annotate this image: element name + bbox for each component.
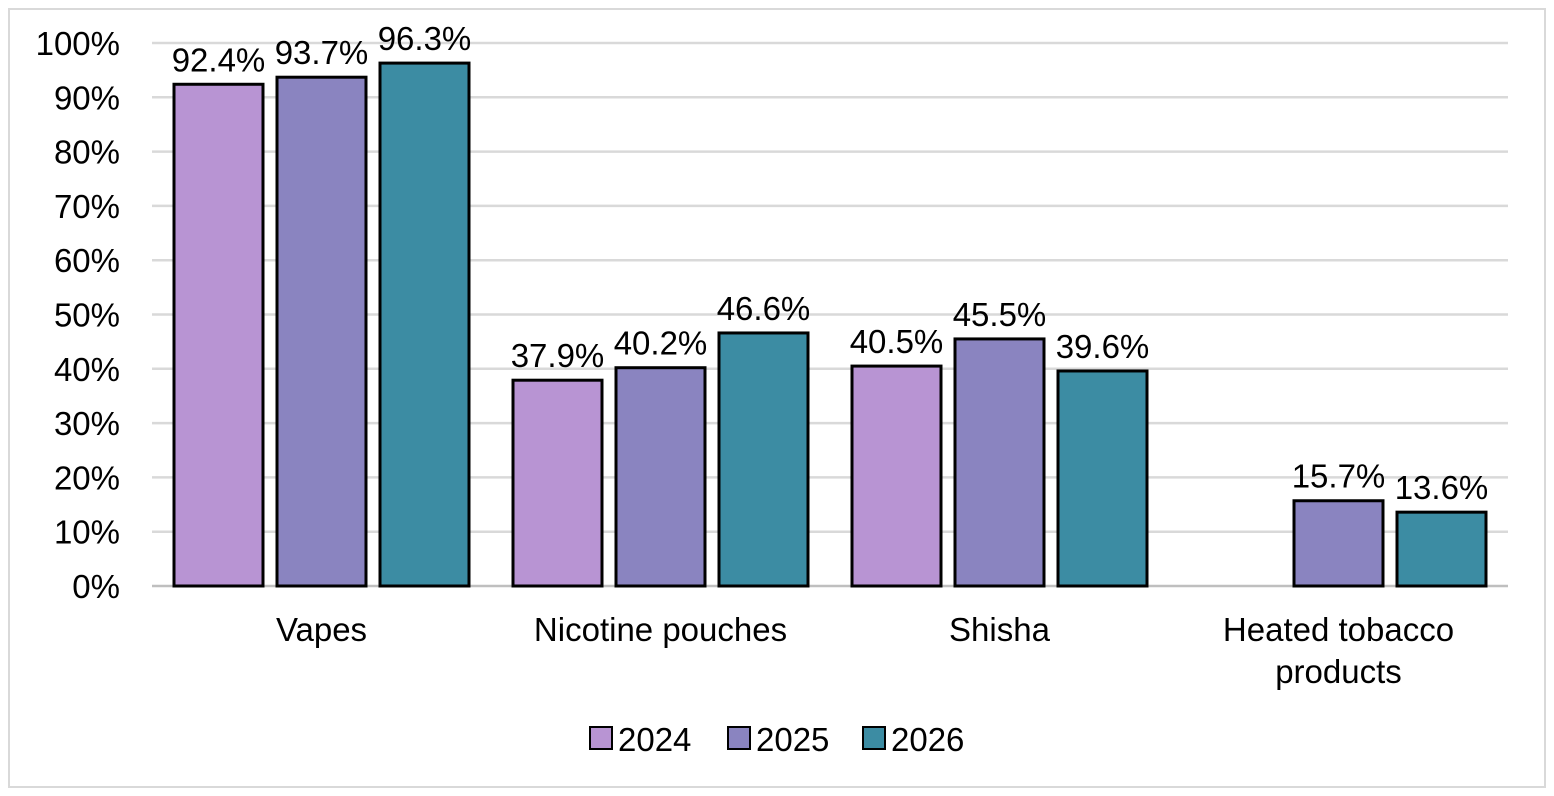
legend-label: 2025 — [756, 721, 829, 758]
bar-2024 — [511, 378, 604, 588]
legend-label: 2024 — [618, 721, 691, 758]
y-tick-label: 80% — [54, 134, 120, 171]
legend-swatch — [862, 726, 886, 750]
bars — [172, 61, 1488, 588]
y-tick-label: 50% — [54, 297, 120, 334]
data-label: 92.4% — [172, 41, 266, 78]
y-tick-label: 70% — [54, 188, 120, 225]
bar-2026 — [1395, 510, 1488, 588]
data-label: 45.5% — [953, 296, 1047, 333]
data-label: 15.7% — [1292, 458, 1386, 495]
data-labels: 92.4% 93.7% 96.3% 37.9% 40.2%46.6% 40.5%45.5%… — [172, 20, 1489, 506]
data-label: 40.2% — [614, 325, 708, 362]
legend-swatch — [589, 726, 613, 750]
y-tick-label: 90% — [54, 79, 120, 116]
data-label: 39.6% — [1056, 328, 1150, 365]
bar-2025 — [1292, 499, 1385, 588]
y-tick-label: 20% — [54, 459, 120, 496]
data-label: 37.9% — [511, 337, 605, 374]
bar-2026 — [1056, 369, 1149, 588]
data-label: 93.7% — [275, 34, 369, 71]
y-tick-label: 40% — [54, 351, 120, 388]
legend-swatch — [727, 726, 751, 750]
category-label: products — [1275, 653, 1402, 690]
gridlines — [152, 41, 1508, 588]
x-axis-categories: Vapes Nicotine pouches Shisha Heated tobacc… — [276, 611, 1454, 690]
bar-2026 — [378, 61, 471, 588]
data-label: 96.3% — [378, 20, 472, 57]
y-tick-label: 100% — [36, 25, 120, 62]
category-label: Shisha — [949, 611, 1051, 648]
bar-2025 — [953, 337, 1046, 588]
data-label: 13.6% — [1395, 469, 1489, 506]
y-axis-ticks: 0% 10% 20% 30% 40% 50% 60% 70% 80% 90% 100% — [36, 25, 120, 605]
bar-2025 — [614, 366, 707, 588]
category-label: Nicotine pouches — [534, 611, 787, 648]
legend: 2024 2025 2026 — [589, 721, 964, 758]
bar-2024 — [850, 364, 943, 588]
y-tick-label: 60% — [54, 242, 120, 279]
data-label: 46.6% — [717, 290, 811, 327]
legend-label: 2026 — [891, 721, 964, 758]
category-label: Vapes — [276, 611, 367, 648]
bar-2026 — [717, 331, 810, 588]
category-label: Heated tobacco — [1223, 611, 1454, 648]
bar-2024 — [172, 82, 265, 588]
y-tick-label: 10% — [54, 514, 120, 551]
data-label: 40.5% — [850, 323, 944, 360]
bar-2025 — [275, 75, 368, 588]
y-tick-label: 30% — [54, 405, 120, 442]
y-tick-label: 0% — [72, 568, 120, 605]
